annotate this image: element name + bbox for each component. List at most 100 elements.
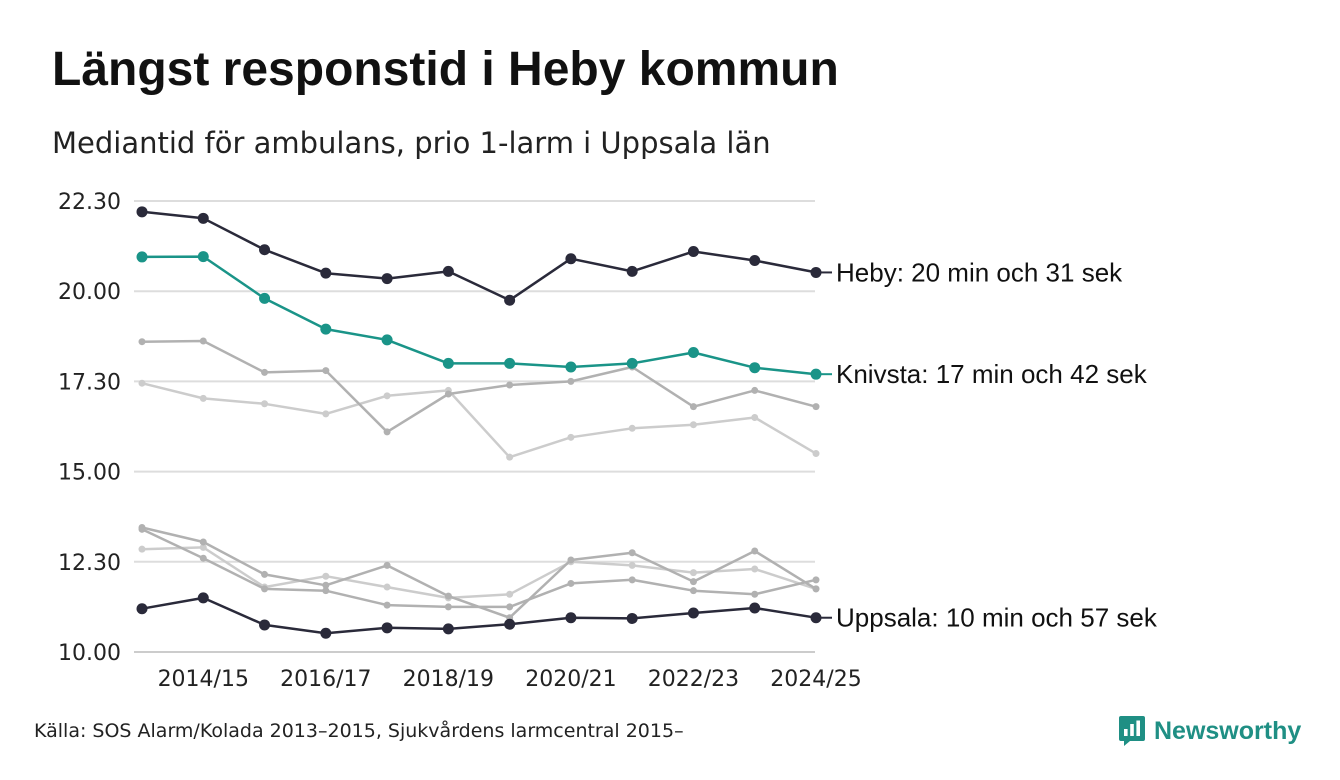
y-tick-label: 15.00 <box>58 461 121 486</box>
series-labels: Knivsta: 17 min och 42 sek Heby: 20 min o… <box>816 257 1158 633</box>
data-point-gray-a <box>689 421 697 429</box>
series-line-uppsala <box>141 596 817 635</box>
data-point-heby <box>749 255 761 267</box>
data-point-heby <box>381 273 393 285</box>
data-point-gray-b <box>199 337 207 345</box>
x-tick-label: 2014/15 <box>158 667 249 692</box>
newsworthy-logo-icon <box>1119 716 1145 746</box>
y-tick-label: 17.30 <box>58 370 121 395</box>
data-point-knivsta <box>749 362 761 374</box>
data-point-gray-e <box>689 587 697 595</box>
data-point-gray-a <box>199 394 207 402</box>
y-tick-label: 12.30 <box>58 551 121 576</box>
data-point-heby <box>442 265 454 277</box>
data-point-gray-a <box>812 450 820 458</box>
x-tick-label: 2024/25 <box>770 667 861 692</box>
data-point-gray-e <box>322 587 330 595</box>
data-point-uppsala <box>442 623 454 635</box>
y-axis: 10.00 12.30 15.00 17.30 20.00 22.30 <box>58 190 121 666</box>
data-point-uppsala <box>504 618 516 630</box>
data-point-gray-d <box>261 570 269 578</box>
data-point-gray-d <box>689 578 697 586</box>
gridlines <box>134 200 815 653</box>
data-point-knivsta <box>259 292 271 304</box>
data-point-gray-d <box>199 538 207 546</box>
data-point-knivsta <box>626 357 638 369</box>
data-point-knivsta <box>381 334 393 346</box>
data-point-gray-e <box>261 585 269 593</box>
data-point-gray-a <box>322 410 330 418</box>
data-point-knivsta <box>320 323 332 335</box>
data-point-uppsala <box>687 607 699 619</box>
data-point-gray-c <box>506 590 514 598</box>
y-tick-label: 22.30 <box>58 190 121 215</box>
data-point-gray-b <box>567 377 575 385</box>
data-point-heby <box>197 212 209 224</box>
y-tick-label: 10.00 <box>58 641 121 666</box>
data-point-gray-d <box>567 556 575 564</box>
series-line-gray-a <box>141 381 817 459</box>
data-point-gray-e <box>444 603 452 611</box>
data-point-gray-d <box>444 592 452 600</box>
series-line-gray-e <box>141 528 817 609</box>
series-label-knivsta: Knivsta: 17 min och 42 sek <box>836 359 1148 389</box>
chart-subtitle: Mediantid för ambulans, prio 1-larm i Up… <box>52 126 771 160</box>
data-point-gray-e <box>812 576 820 584</box>
data-point-gray-a <box>383 392 391 400</box>
data-point-knivsta <box>197 251 209 263</box>
data-point-knivsta <box>687 347 699 359</box>
data-point-gray-b <box>138 338 146 346</box>
data-point-heby <box>565 253 577 265</box>
brand-logo[interactable]: Newsworthy <box>1118 714 1301 748</box>
data-point-gray-c <box>689 569 697 577</box>
data-point-heby <box>687 246 699 258</box>
data-point-uppsala <box>626 612 638 624</box>
data-point-gray-b <box>506 381 514 389</box>
data-point-gray-a <box>567 433 575 441</box>
data-point-heby <box>320 267 332 279</box>
data-point-gray-c <box>751 565 759 573</box>
data-point-gray-d <box>628 549 636 557</box>
data-point-gray-a <box>628 424 636 432</box>
data-point-gray-a <box>261 400 269 408</box>
data-point-gray-c <box>383 583 391 591</box>
data-point-gray-c <box>199 543 207 551</box>
series-line-knivsta <box>141 255 817 376</box>
data-point-heby <box>504 294 516 306</box>
data-point-heby <box>626 265 638 277</box>
x-tick-label: 2018/19 <box>403 667 494 692</box>
data-point-gray-b <box>322 367 330 375</box>
data-point-uppsala <box>259 619 271 631</box>
data-point-heby <box>136 206 148 218</box>
y-tick-label: 20.00 <box>58 280 121 305</box>
data-point-gray-e <box>138 525 146 533</box>
data-point-gray-b <box>444 390 452 398</box>
data-point-gray-b <box>751 386 759 394</box>
data-point-gray-d <box>383 561 391 569</box>
data-point-gray-d <box>751 547 759 555</box>
data-point-gray-e <box>199 554 207 562</box>
data-point-uppsala <box>197 592 209 604</box>
data-point-knivsta <box>136 251 148 263</box>
data-point-gray-b <box>261 368 269 376</box>
x-tick-label: 2022/23 <box>648 667 739 692</box>
data-point-gray-e <box>751 590 759 598</box>
x-axis: 2014/15 2016/17 2018/19 2020/21 2022/23 2024/… <box>158 667 862 692</box>
series-lines <box>136 206 822 639</box>
data-point-knivsta <box>442 357 454 369</box>
x-tick-label: 2020/21 <box>525 667 616 692</box>
series-label-uppsala: Uppsala: 10 min och 57 sek <box>836 603 1158 633</box>
data-point-gray-a <box>138 379 146 387</box>
data-point-gray-a <box>751 413 759 421</box>
data-point-gray-a <box>506 453 514 461</box>
data-point-gray-b <box>689 403 697 411</box>
data-point-uppsala <box>136 603 148 615</box>
data-point-knivsta <box>504 357 516 369</box>
series-line-gray-b <box>141 339 817 434</box>
data-point-gray-c <box>322 572 330 580</box>
data-point-gray-e <box>567 579 575 587</box>
series-line-heby <box>141 210 817 302</box>
data-point-gray-c <box>138 545 146 553</box>
data-point-uppsala <box>320 627 332 639</box>
data-point-gray-e <box>628 576 636 584</box>
